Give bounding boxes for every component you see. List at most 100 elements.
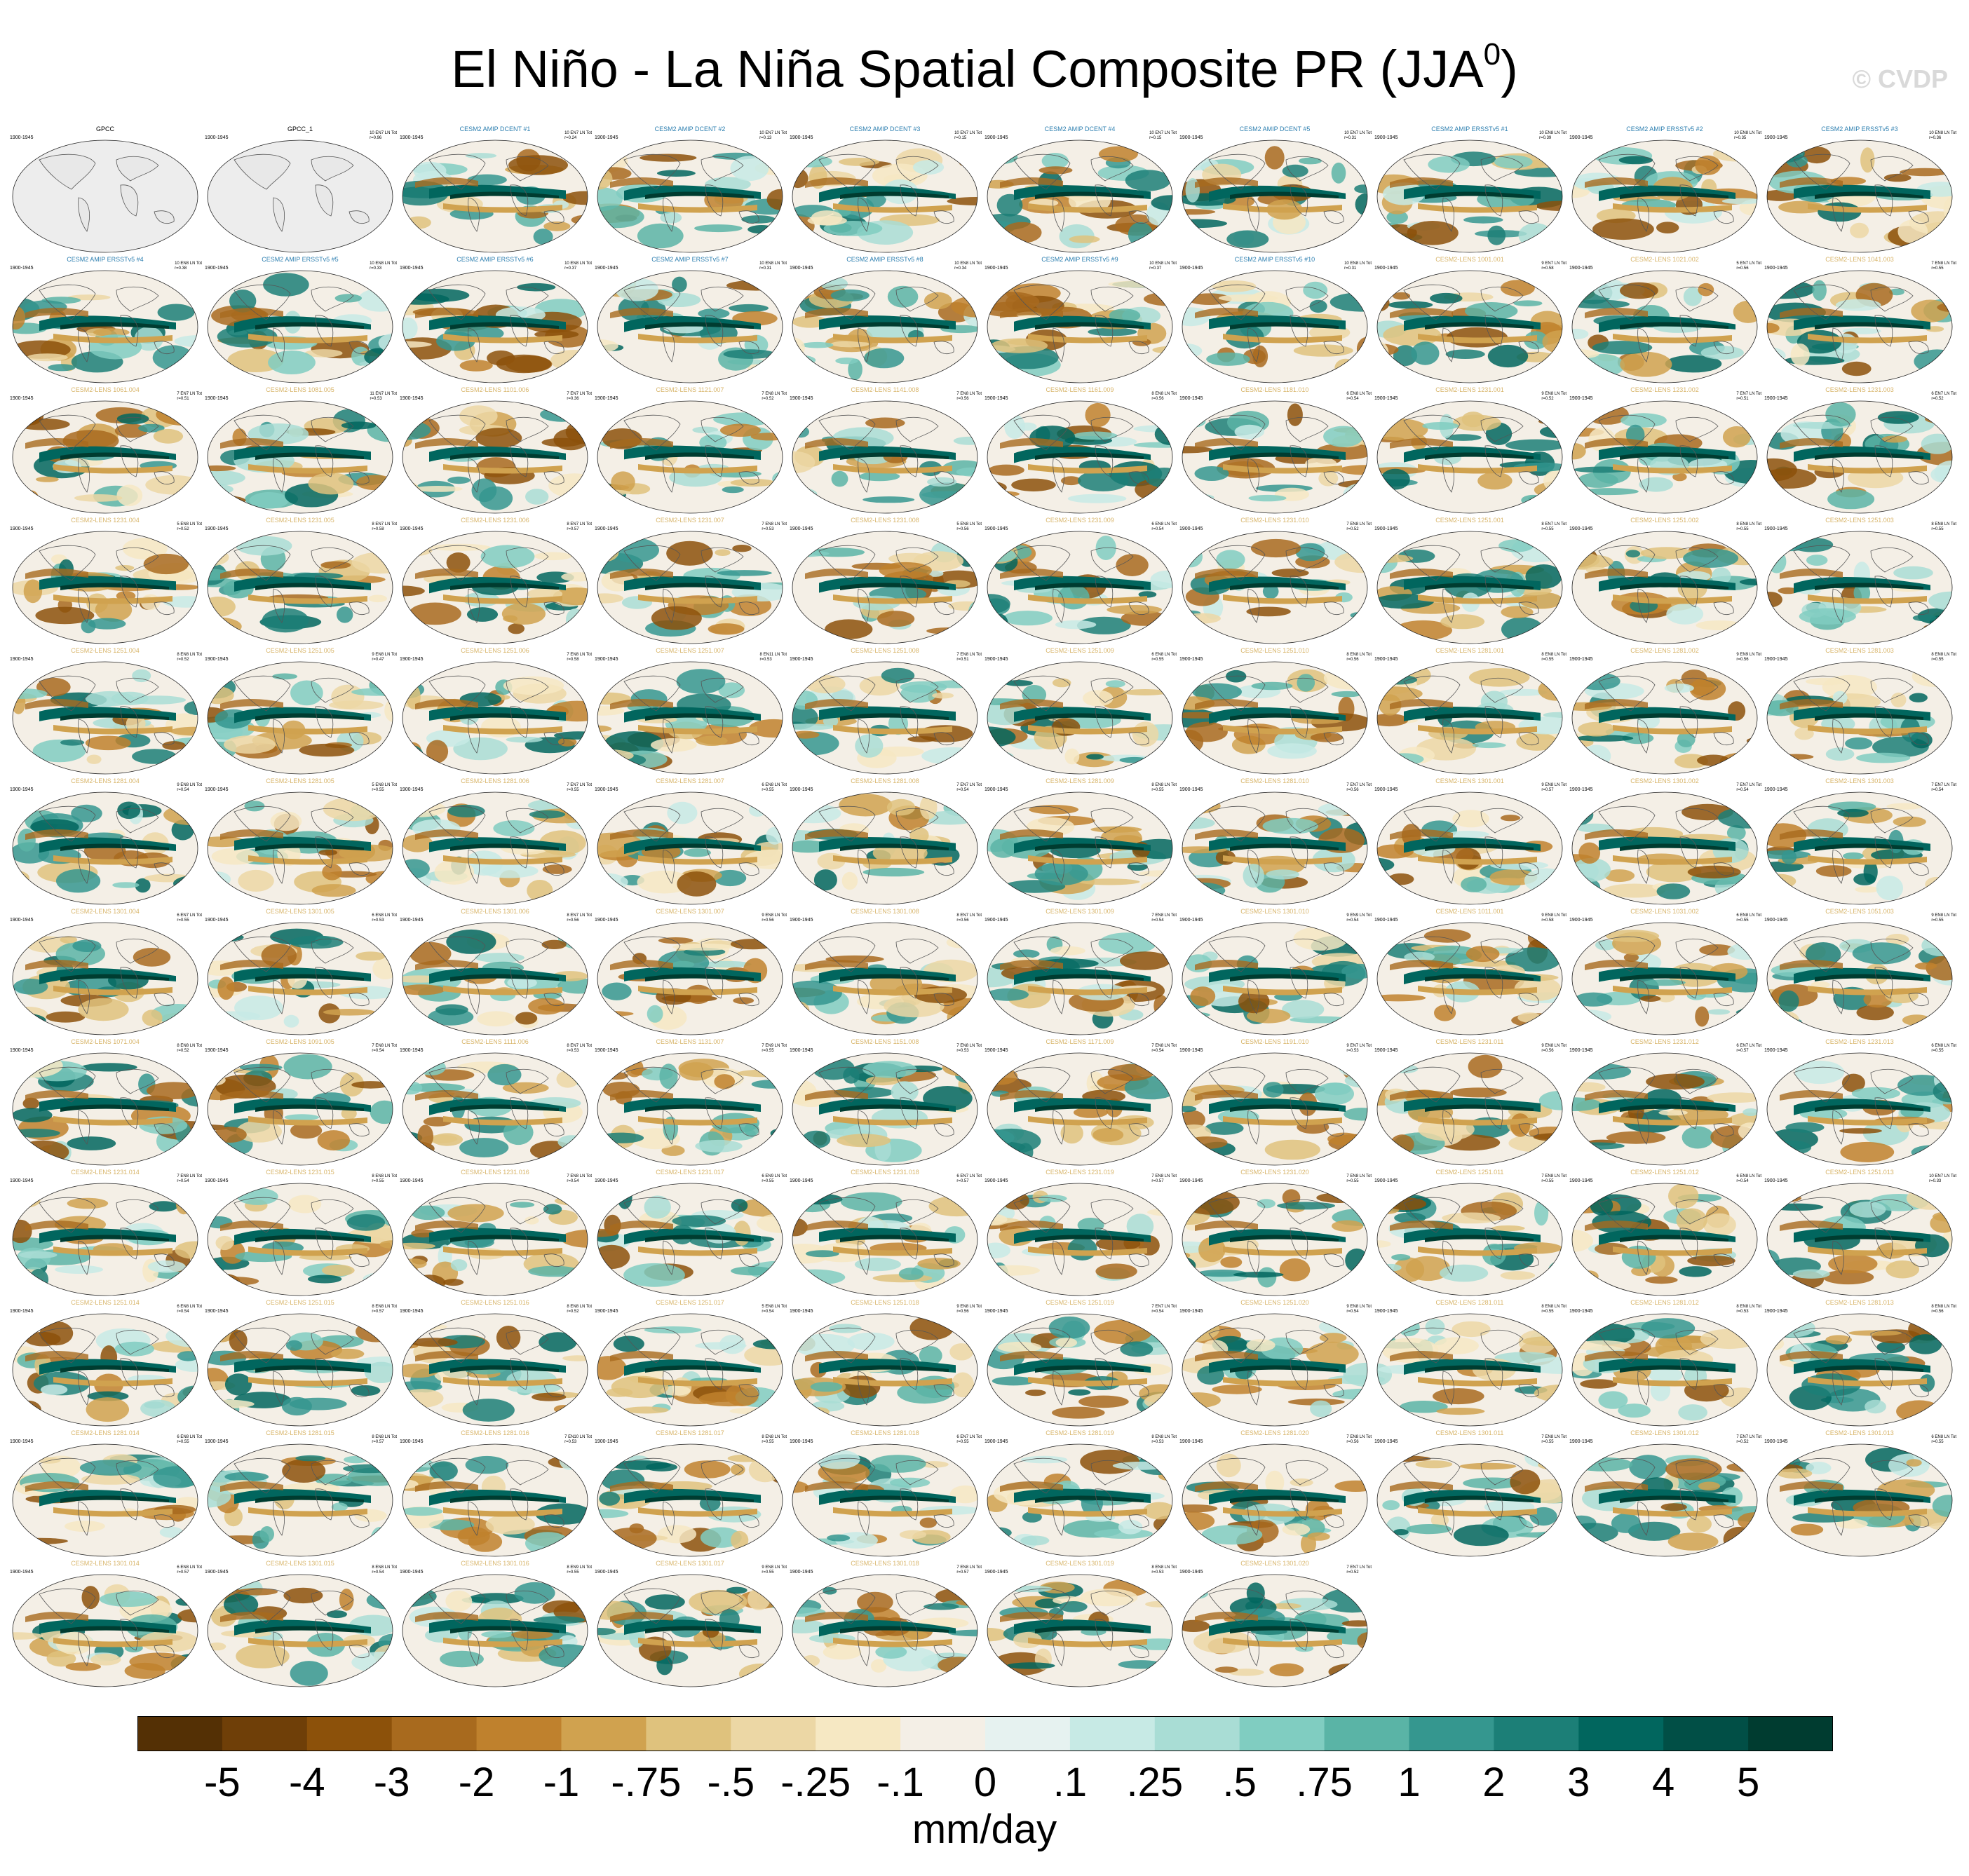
map-plot [12,1313,198,1427]
panel-stats: 6 EN7 LN Tot r=0.57 [1736,1044,1761,1053]
panel-title: GPCC [95,125,114,132]
panel-period: 1900-1945 [1569,396,1593,401]
panel-title: CESM2-LENS 1251.020 [1240,1299,1309,1306]
panel-period: 1900-1945 [1374,1439,1398,1444]
panel-stats: 9 EN8 LN Tot r=0.56 [762,913,787,923]
panel-period: 1900-1945 [400,787,424,792]
panel-period: 1900-1945 [790,657,813,662]
map-panel: CESM2-LENS 1231.019 1900-1945 7 EN8 LN Tot… [983,1168,1177,1298]
map-panel: CESM2-LENS 1251.019 1900-1945 7 EN7 LN Tot… [983,1298,1177,1429]
panel-period: 1900-1945 [595,1048,618,1053]
panel-title: CESM2-LENS 1301.005 [266,908,334,915]
panel-title: CESM2-LENS 1301.015 [266,1560,334,1567]
map-plot [1766,791,1953,905]
map-panel: CESM2-LENS 1301.019 1900-1945 8 EN8 LN Tot… [983,1559,1177,1690]
map-panel: CESM2-LENS 1301.009 1900-1945 7 EN8 LN Tot… [983,907,1177,1038]
panel-title: CESM2-LENS 1251.003 [1825,517,1894,524]
map-plot [402,140,588,253]
map-panel: CESM2-LENS 1301.006 1900-1945 8 EN7 LN Tot… [398,907,592,1038]
map-plot [1182,1052,1368,1166]
map-plot [987,661,1173,775]
map-panel: CESM2-LENS 1251.009 1900-1945 6 EN8 LN Tot… [983,646,1177,777]
map-plot [1182,922,1368,1035]
map-panel: CESM2-LENS 1301.007 1900-1945 9 EN8 LN Tot… [593,907,787,1038]
panel-period: 1900-1945 [790,1309,813,1314]
panel-period: 1900-1945 [1764,657,1788,662]
map-plot [987,1574,1173,1687]
panel-title: CESM2-LENS 1251.014 [71,1299,140,1306]
panel-title: CESM2-LENS 1301.009 [1046,908,1114,915]
map-panel: CESM2-LENS 1301.012 1900-1945 7 EN7 LN Tot… [1568,1429,1761,1559]
map-plot [987,922,1173,1035]
panel-title: CESM2-LENS 1231.014 [71,1169,140,1176]
panel-title: CESM2-LENS 1281.002 [1630,647,1699,654]
map-panel: CESM2-LENS 1171.009 1900-1945 7 EN8 LN Tot… [983,1038,1177,1168]
panel-stats: 8 EN8 LN Tot r=0.54 [372,1565,397,1575]
map-panel: CESM2 AMIP ERSSTv5 #9 1900-1945 10 EN8 LN … [983,255,1177,386]
panel-period: 1900-1945 [1569,918,1593,923]
panel-period: 1900-1945 [1374,1178,1398,1183]
panel-title: CESM2-LENS 1281.001 [1435,647,1504,654]
map-panel: CESM2-LENS 1101.006 1900-1945 7 EN7 LN Tot… [398,386,592,516]
map-plot [1182,531,1368,644]
map-plot [1376,1183,1563,1296]
panel-stats: 7 EN8 LN Tot r=0.56 [1346,1435,1372,1444]
panel-stats: 6 EN8 LN Tot r=0.55 [1736,913,1761,923]
colorbar-tick-label: -.25 [780,1760,851,1805]
panel-period: 1900-1945 [1569,1439,1593,1444]
map-plot [792,400,978,514]
panel-period: 1900-1945 [205,526,229,531]
map-plot [987,1443,1173,1557]
colorbar-tick-label: -1 [543,1760,580,1805]
panel-title: CESM2-LENS 1231.006 [461,517,529,524]
colorbar-swatch [1069,1716,1156,1751]
panel-period: 1900-1945 [1569,266,1593,271]
panel-period: 1900-1945 [10,1048,34,1053]
map-plot [1571,661,1758,775]
map-panel: CESM2 AMIP ERSSTv5 #2 1900-1945 10 EN8 LN … [1568,125,1761,255]
map-plot [12,1183,198,1296]
panel-title: CESM2-LENS 1281.014 [71,1429,140,1436]
colorbar-tick-labels: -5 -4 -3 -2 -1 -.75 -.5 -.25 -.1 0 .1 .25 .5 .75 1 2 3 4 5 [0,1758,1969,1807]
panel-period: 1900-1945 [1374,266,1398,271]
panel-title: CESM2-LENS 1231.012 [1630,1038,1699,1045]
panel-title: CESM2-LENS 1231.013 [1825,1038,1894,1045]
map-panel: CESM2-LENS 1011.001 1900-1945 9 EN8 LN Tot… [1373,907,1567,1038]
colorbar-swatch [1663,1716,1749,1751]
panel-stats: 7 EN8 LN Tot r=0.54 [1151,1044,1177,1053]
panel-stats: 7 EN7 LN Tot r=0.36 [567,392,592,401]
panel-period: 1900-1945 [1179,787,1203,792]
panel-period: 1900-1945 [205,657,229,662]
panel-stats: 10 EN7 LN Tot r=0.13 [759,131,787,140]
panel-title: CESM2-LENS 1231.017 [656,1169,724,1176]
panel-title: CESM2 AMIP ERSSTv5 #6 [456,256,534,263]
colorbar-swatch [1494,1716,1579,1751]
map-plot [12,270,198,383]
map-plot [597,531,783,644]
map-panel: CESM2-LENS 1251.017 1900-1945 5 EN8 LN Tot… [593,1298,787,1429]
map-plot [792,1052,978,1166]
map-plot [207,400,393,514]
panel-period: 1900-1945 [205,135,229,140]
panel-period: 1900-1945 [595,396,618,401]
panel-title: CESM2-LENS 1301.017 [656,1560,724,1567]
map-panel: CESM2-LENS 1111.006 1900-1945 8 EN7 LN Tot… [398,1038,592,1168]
panel-title: CESM2 AMIP DCENT #5 [1239,125,1311,132]
map-plot [1376,1313,1563,1427]
panel-period: 1900-1945 [400,1570,424,1575]
panel-period: 1900-1945 [10,787,34,792]
map-plot [1376,1443,1563,1557]
map-panel: CESM2-LENS 1161.009 1900-1945 8 EN8 LN Tot… [983,386,1177,516]
panel-stats: 8 EN8 LN Tot r=0.56 [1931,1305,1956,1314]
panel-stats: 5 EN8 LN Tot r=0.54 [762,1305,787,1314]
panel-period: 1900-1945 [205,1178,229,1183]
map-plot [402,1313,588,1427]
panel-stats: 10 EN8 LN Tot r=0.39 [1539,131,1567,140]
panel-stats: 6 EN8 LN Tot r=0.57 [177,1565,202,1575]
map-panel: CESM2-LENS 1141.008 1900-1945 7 EN8 LN Tot… [788,386,982,516]
panel-title: CESM2-LENS 1301.018 [851,1560,919,1567]
map-plot [597,1313,783,1427]
map-panel: CESM2 AMIP ERSSTv5 #1 1900-1945 10 EN8 LN … [1373,125,1567,255]
map-panel: CESM2-LENS 1231.010 1900-1945 7 EN8 LN Tot… [1178,516,1372,646]
panel-stats: 9 EN8 LN Tot r=0.57 [1541,783,1567,792]
